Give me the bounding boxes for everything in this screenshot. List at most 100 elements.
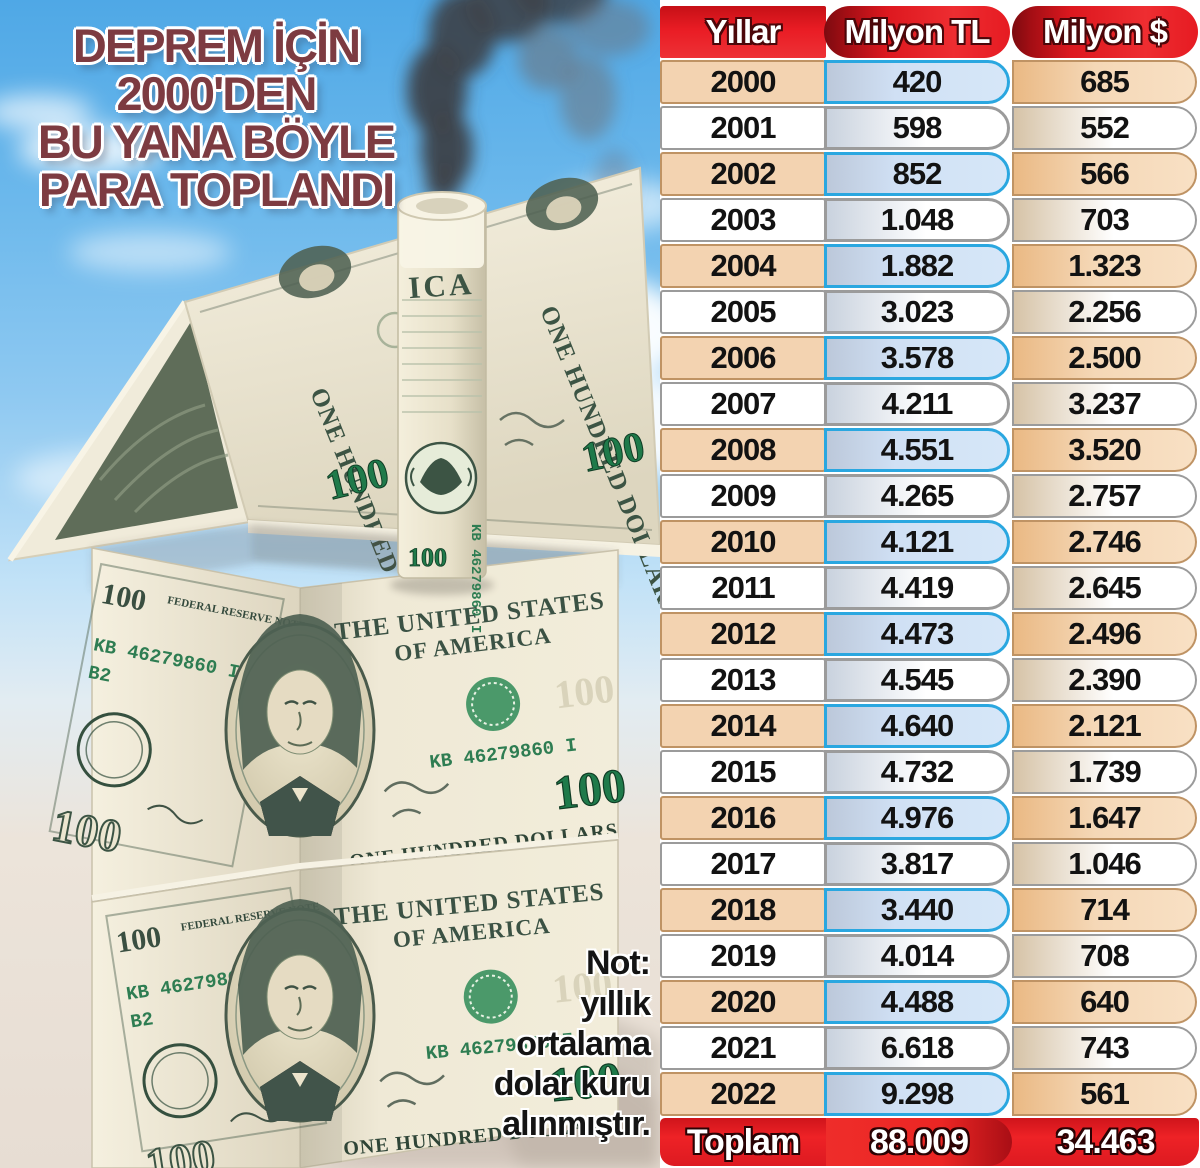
tl-value-cell: 4.211 [824, 382, 1010, 426]
table-row: 2007 4.211 3.237 [660, 382, 1200, 426]
usd-value-cell: 566 [1012, 152, 1197, 196]
table-row: 2016 4.976 1.647 [660, 796, 1200, 840]
table-row: 2002 852 566 [660, 152, 1200, 196]
tl-value-cell: 4.265 [824, 474, 1010, 518]
tl-value-cell: 3.023 [824, 290, 1010, 334]
usd-value-cell: 685 [1012, 60, 1197, 104]
footnote-line-1: Not: [586, 944, 651, 983]
footnote-line-5: alınmıştır. [502, 1104, 651, 1143]
usd-value-cell: 2.390 [1012, 658, 1197, 702]
year-cell: 2002 [660, 152, 826, 196]
year-cell: 2011 [660, 566, 826, 610]
table-row: 2011 4.419 2.645 [660, 566, 1200, 610]
table-row: 2017 3.817 1.046 [660, 842, 1200, 886]
usd-value-cell: 2.757 [1012, 474, 1197, 518]
table-row: 2010 4.121 2.746 [660, 520, 1200, 564]
usd-value-cell: 2.256 [1012, 290, 1197, 334]
tl-value-cell: 4.488 [824, 980, 1010, 1024]
col-header-milyon-usd: Milyon $ [1012, 6, 1198, 58]
usd-value-cell: 1.739 [1012, 750, 1197, 794]
year-cell: 2008 [660, 428, 826, 472]
headline-line-2: 2000'DEN [116, 66, 318, 120]
bill-100-watermark-lower: 100 [550, 961, 614, 1011]
table-row: 2000 420 685 [660, 60, 1200, 104]
money-house-illustration: ONE HUNDRED DOLLARS ONE HUNDRED DOLLARS … [0, 0, 660, 1168]
year-cell: 2013 [660, 658, 826, 702]
total-row: Toplam 88.009 34.463 [660, 1118, 1199, 1166]
usd-value-cell: 2.645 [1012, 566, 1197, 610]
bill-100-watermark: 100 [552, 666, 617, 718]
table-row: 2006 3.578 2.500 [660, 336, 1200, 380]
year-cell: 2003 [660, 198, 826, 242]
usd-value-cell: 561 [1012, 1072, 1197, 1116]
tl-value-cell: 4.419 [824, 566, 1010, 610]
table-row: 2014 4.640 2.121 [660, 704, 1200, 748]
tl-value-cell: 1.882 [824, 244, 1010, 288]
table-row: 2021 6.618 743 [660, 1026, 1200, 1070]
table-row: 2009 4.265 2.757 [660, 474, 1200, 518]
year-cell: 2021 [660, 1026, 826, 1070]
tl-value-cell: 420 [824, 60, 1010, 104]
tl-value-cell: 4.732 [824, 750, 1010, 794]
bill-plate-lower: B2 [129, 1008, 155, 1033]
table-row: 2012 4.473 2.496 [660, 612, 1200, 656]
year-cell: 2010 [660, 520, 826, 564]
year-cell: 2001 [660, 106, 826, 150]
table-body: 2000 420 685 2001 598 552 2002 852 566 2003 1.048 7… [660, 60, 1200, 1116]
usd-value-cell: 703 [1012, 198, 1197, 242]
tl-value-cell: 852 [824, 152, 1010, 196]
tl-value-cell: 4.014 [824, 934, 1010, 978]
headline-line-4: PARA TOPLANDI [38, 162, 395, 216]
year-cell: 2016 [660, 796, 826, 840]
footnote: Not: yıllık ortalama dolar kuru alınmışt… [410, 943, 651, 1144]
year-cell: 2015 [660, 750, 826, 794]
year-cell: 2022 [660, 1072, 826, 1116]
bill-plate: B2 [86, 662, 113, 688]
bill-100-bottomright-lower: 100 [547, 1053, 624, 1113]
bill-100-topleft-lower: 100 [114, 920, 163, 959]
usd-value-cell: 743 [1012, 1026, 1197, 1070]
year-cell: 2009 [660, 474, 826, 518]
headline-line-3: BU YANA BÖYLE [37, 114, 396, 168]
smoke [407, 0, 650, 221]
table-row: 2022 9.298 561 [660, 1072, 1200, 1116]
usd-value-cell: 640 [1012, 980, 1197, 1024]
usd-value-cell: 2.746 [1012, 520, 1197, 564]
table-row: 2001 598 552 [660, 106, 1200, 150]
table-row: 2013 4.545 2.390 [660, 658, 1200, 702]
year-cell: 2007 [660, 382, 826, 426]
footnote-line-2: yıllık [580, 984, 651, 1023]
col-header-milyon-tl: Milyon TL [824, 6, 1010, 58]
year-cell: 2020 [660, 980, 826, 1024]
upper-storey-bill: 100 FEDERAL RESERVE NOTE KB 46279860 I B… [47, 547, 629, 903]
usd-value-cell: 2.121 [1012, 704, 1197, 748]
tl-value-cell: 6.618 [824, 1026, 1010, 1070]
headline-line-1: DEPREM İÇİN [72, 19, 361, 72]
year-cell: 2017 [660, 842, 826, 886]
usd-value-cell: 2.496 [1012, 612, 1197, 656]
total-usd-value: 34.463 [1056, 1122, 1156, 1161]
illustration-panel: ONE HUNDRED DOLLARS ONE HUNDRED DOLLARS … [0, 0, 660, 1168]
year-cell: 2004 [660, 244, 826, 288]
year-cell: 2018 [660, 888, 826, 932]
year-cell: 2012 [660, 612, 826, 656]
table-header-row: Yıllar Milyon TL Milyon $ [660, 6, 1200, 58]
usd-value-cell: 714 [1012, 888, 1197, 932]
table-row: 2018 3.440 714 [660, 888, 1200, 932]
chimney-bill: ICA KB 46279860 I 100 [390, 191, 494, 633]
usd-value-cell: 552 [1012, 106, 1197, 150]
tl-value-cell: 4.545 [824, 658, 1010, 702]
tl-value-cell: 4.640 [824, 704, 1010, 748]
earthquake-tax-table: Yıllar Milyon TL Milyon $ 2000 420 685 2001… [660, 6, 1200, 1166]
tl-value-cell: 598 [824, 106, 1010, 150]
year-cell: 2014 [660, 704, 826, 748]
usd-value-cell: 1.323 [1012, 244, 1197, 288]
tl-value-cell: 4.551 [824, 428, 1010, 472]
usd-value-cell: 2.500 [1012, 336, 1197, 380]
year-cell: 2005 [660, 290, 826, 334]
footnote-line-3: ortalama [516, 1024, 651, 1063]
usd-value-cell: 3.237 [1012, 382, 1197, 426]
chimney-serial: KB 46279860 I [467, 524, 483, 633]
usd-value-cell: 708 [1012, 934, 1197, 978]
total-tl-value: 88.009 [826, 1118, 1012, 1166]
